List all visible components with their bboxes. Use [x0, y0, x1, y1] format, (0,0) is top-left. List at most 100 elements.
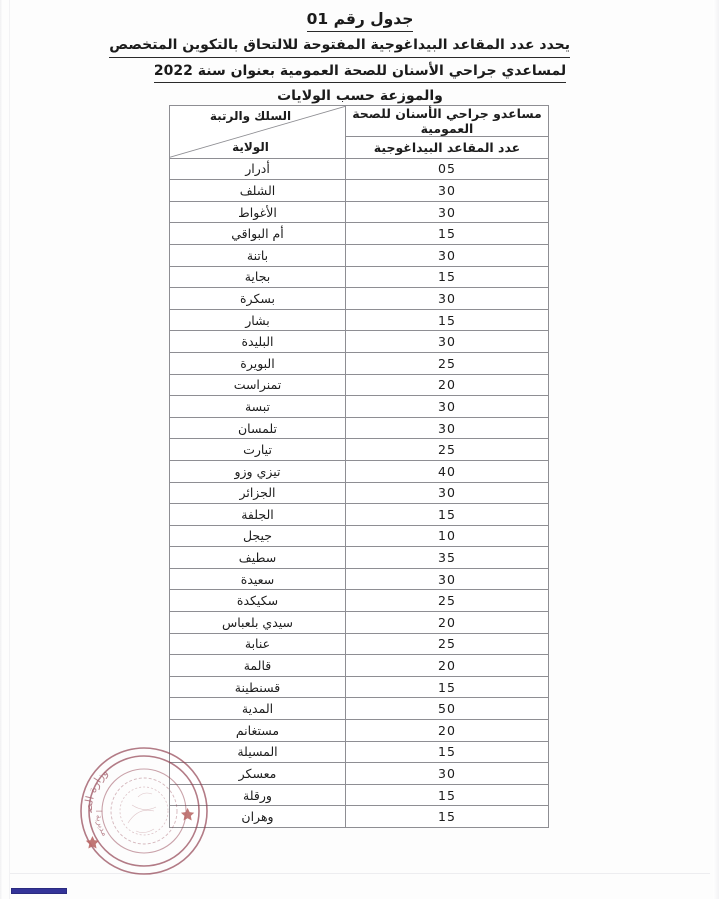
cell-seats-count: 30 [345, 567, 549, 591]
cell-seats-count: 20 [345, 654, 549, 677]
cell-seats-count: 15 [345, 308, 549, 332]
cell-seats-count: 25 [345, 632, 549, 656]
cell-seats-count: 30 [345, 762, 549, 785]
table-row: 15 الجلفة [169, 503, 549, 526]
header-corps-rank-label: السلك والرتبة [209, 109, 292, 123]
scan-edge-left [0, 0, 3, 899]
cell-wilaya-name: الشلف [169, 179, 346, 202]
ministry-stamp-icon: وزارة الصحة مديرية الموارد البشرية [78, 745, 208, 875]
table-row: 20 تمنراست [169, 373, 549, 397]
cell-seats-count: 40 [345, 459, 549, 483]
title-line-2-text: يحدد عدد المقاعد البيداغوجية المفتوحة لل… [109, 35, 570, 58]
table-row: 35 سطيف [169, 546, 549, 569]
cell-wilaya-name: الأغواط [169, 200, 346, 224]
table-row: 15 وهران [169, 805, 549, 828]
table-row: 30 تبسة [169, 395, 549, 418]
header-diagonal-cell: السلك والرتبة الولاية [169, 105, 346, 159]
table-row: 20 سيدي بلعباس [169, 611, 549, 634]
cell-seats-count: 15 [345, 805, 549, 828]
table-row: 25 البويرة [169, 351, 549, 375]
cell-wilaya-name: باتنة [169, 243, 346, 267]
cell-seats-count: 10 [345, 524, 549, 548]
title-line-1-text: جدول رقم 01 [306, 8, 414, 33]
cell-wilaya-name: بسكرة [169, 287, 346, 310]
cell-wilaya-name: بشار [169, 308, 346, 332]
table-row: 30 باتنة [169, 243, 549, 267]
cell-wilaya-name: البويرة [169, 351, 346, 375]
cell-wilaya-name: قسنطينة [169, 675, 346, 699]
table-row: 15 ورقلة [169, 783, 549, 807]
cell-wilaya-name: جيجل [169, 524, 346, 548]
cell-seats-count: 25 [345, 351, 549, 375]
document-title-block: جدول رقم 01 يحدد عدد المقاعد البيداغوجية… [109, 8, 570, 111]
cell-seats-count: 25 [345, 589, 549, 613]
cell-seats-count: 30 [345, 416, 549, 440]
header-corps-label: مساعدو جراحي الأسنان للصحة العمومية [345, 105, 549, 137]
table-row: 20 مستغانم [169, 719, 549, 742]
table-row: 15 المسيلة [169, 740, 549, 764]
cell-seats-count: 30 [345, 330, 549, 353]
cell-wilaya-name: تيزي وزو [169, 459, 346, 483]
cell-wilaya-name: سطيف [169, 546, 346, 569]
cell-wilaya-name: الجلفة [169, 503, 346, 526]
cell-wilaya-name: سكيكدة [169, 589, 346, 613]
table-row: 30 البليدة [169, 330, 549, 353]
cell-wilaya-name: تبسة [169, 395, 346, 418]
cell-wilaya-name: البليدة [169, 330, 346, 353]
table-row: 15 قسنطينة [169, 675, 549, 699]
title-line-3: لمساعدي جراحي الأسنان للصحة العمومية بعن… [150, 61, 570, 84]
table-row: 20 قالمة [169, 654, 549, 677]
table-row: 25 سكيكدة [169, 589, 549, 613]
cell-wilaya-name: سعيدة [169, 567, 346, 591]
cell-seats-count: 15 [345, 503, 549, 526]
cell-seats-count: 15 [345, 740, 549, 764]
table-row: 40 تيزي وزو [169, 459, 549, 483]
table-row: 10 جيجل [169, 524, 549, 548]
table-row: 15 بشار [169, 308, 549, 332]
cell-seats-count: 30 [345, 481, 549, 505]
table-header-row-1: مساعدو جراحي الأسنان للصحة العمومية السل… [169, 105, 549, 159]
cell-seats-count: 15 [345, 783, 549, 807]
seats-table-body: مساعدو جراحي الأسنان للصحة العمومية السل… [169, 105, 549, 828]
table-row: 25 تيارت [169, 438, 549, 461]
cell-seats-count: 50 [345, 697, 549, 721]
table-row: 30 معسكر [169, 762, 549, 785]
cell-wilaya-name: بجاية [169, 265, 346, 289]
official-stamp: وزارة الصحة مديرية الموارد البشرية [78, 745, 210, 877]
title-line-1: جدول رقم 01 [150, 8, 570, 33]
seats-table: مساعدو جراحي الأسنان للصحة العمومية السل… [169, 105, 549, 828]
cell-seats-count: 20 [345, 719, 549, 742]
cell-wilaya-name: مستغانم [169, 719, 346, 742]
footer-blue-bar-highlight [12, 889, 66, 893]
scan-edge-left-inner [9, 0, 10, 899]
cell-wilaya-name: تمنراست [169, 373, 346, 397]
cell-wilaya-name: الجزائر [169, 481, 346, 505]
cell-wilaya-name: تلمسان [169, 416, 346, 440]
stamp-outer-text: وزارة الصحة [78, 745, 111, 814]
cell-seats-count: 15 [345, 222, 549, 245]
table-row: 05 أدرار [169, 157, 549, 181]
cell-wilaya-name: المدية [169, 697, 346, 721]
table-row: 15 أم البواقي [169, 222, 549, 245]
table-row: 25 عنابة [169, 632, 549, 656]
seats-table-wrapper: مساعدو جراحي الأسنان للصحة العمومية السل… [169, 105, 549, 828]
cell-seats-count: 30 [345, 200, 549, 224]
cell-wilaya-name: عنابة [169, 632, 346, 656]
table-row: 50 المدية [169, 697, 549, 721]
cell-seats-count: 30 [345, 179, 549, 202]
cell-wilaya-name: وهران [169, 805, 346, 828]
cell-seats-count: 30 [345, 287, 549, 310]
title-line-2: يحدد عدد المقاعد البيداغوجية المفتوحة لل… [109, 35, 570, 58]
table-header-row-2: عدد المقاعد البيداغوجية [170, 136, 549, 159]
cell-seats-count: 15 [345, 265, 549, 289]
cell-seats-count: 15 [345, 675, 549, 699]
title-line-3-text: لمساعدي جراحي الأسنان للصحة العمومية بعن… [153, 61, 567, 84]
table-row: 30 تلمسان [169, 416, 549, 440]
cell-seats-count: 25 [345, 438, 549, 461]
cell-wilaya-name: قالمة [169, 654, 346, 677]
table-row: 15 بجاية [169, 265, 549, 289]
table-row: 30 سعيدة [169, 567, 549, 591]
header-seats-label: عدد المقاعد البيداغوجية [345, 136, 549, 159]
cell-seats-count: 35 [345, 546, 549, 569]
